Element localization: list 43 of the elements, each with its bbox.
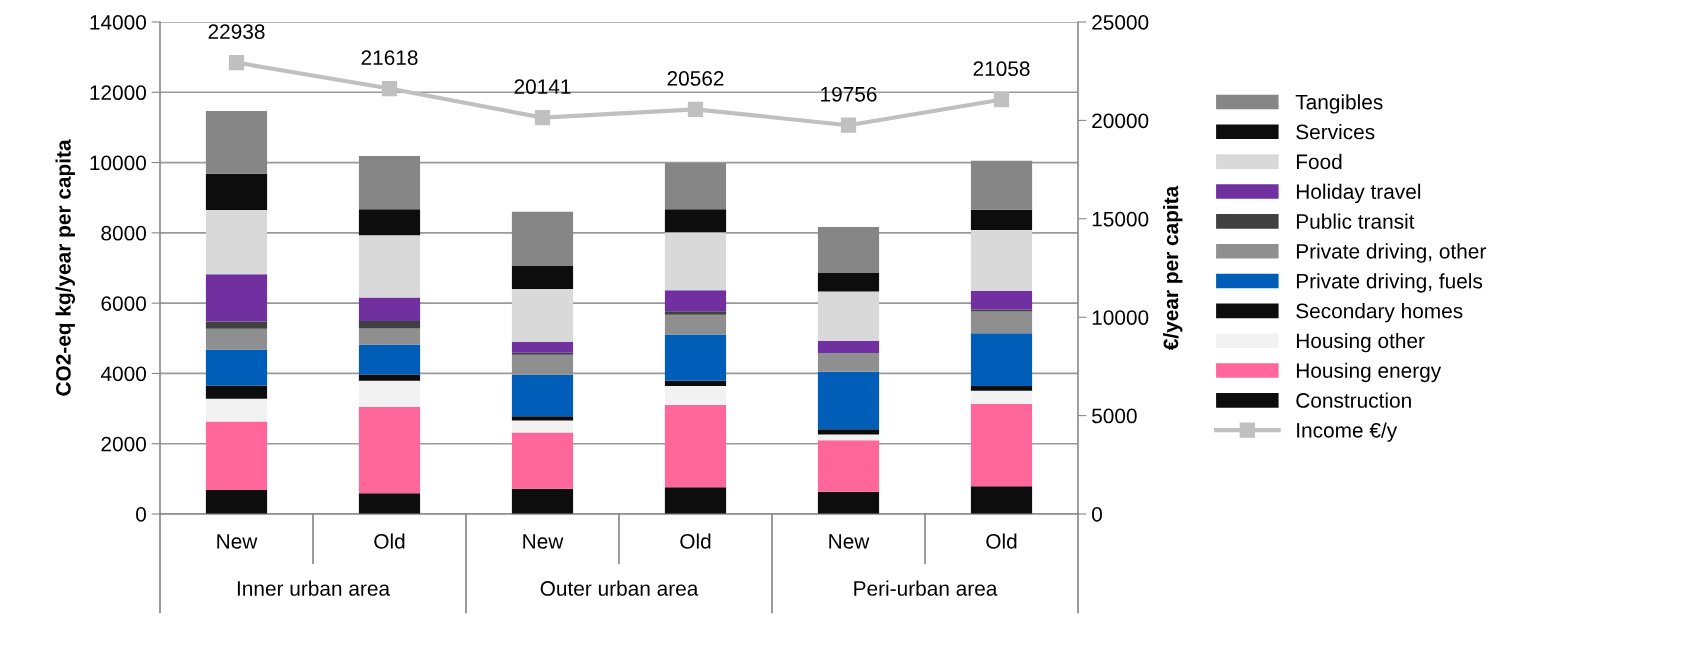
text: Outer urban area	[540, 580, 699, 596]
legend-label: Services	[1296, 124, 1375, 140]
legend-label: Housing energy	[1296, 362, 1442, 383]
y-tick-label: 0	[136, 507, 146, 522]
y2-tick-label: 15000	[1092, 211, 1149, 227]
x-tick-label: New	[829, 534, 870, 549]
y-tick-label: 12000	[90, 85, 146, 101]
y-tick-label: 4000	[100, 366, 146, 382]
legend-label: Housing other	[1296, 332, 1425, 353]
data-label: 19756	[821, 86, 877, 102]
data-label: 22938	[208, 24, 265, 40]
text: Inner urban area	[237, 580, 391, 596]
y-tick-label: 8000	[101, 225, 146, 241]
data-label: 21618	[361, 50, 418, 65]
y2-tick-label: 20000	[1092, 113, 1149, 129]
legend-label: Food	[1296, 153, 1342, 170]
y-tick-label: 10000	[90, 155, 146, 171]
y2-tick-label: 5000	[1092, 408, 1137, 424]
x-tick-label: Old	[680, 533, 711, 549]
legend-label: Private driving, fuels	[1296, 273, 1483, 293]
x-tick-label: Old	[986, 533, 1017, 549]
y2-tick-label: 10000	[1092, 310, 1149, 325]
y-axis-title: CO2-eq kg/year per capita	[55, 139, 75, 396]
legend-label: Construction	[1296, 392, 1411, 408]
data-label: 20562	[667, 71, 724, 86]
x-tick-label: Old	[374, 533, 405, 549]
legend-label: Public transit	[1296, 213, 1415, 229]
legend-label: Secondary homes	[1296, 303, 1463, 323]
y-tick-label: 2000	[101, 436, 146, 452]
y2-tick-label: 25000	[1092, 15, 1149, 30]
x-tick-label: New	[523, 534, 564, 549]
legend-label: Income €/y	[1297, 422, 1398, 442]
legend-label: Holiday travel	[1296, 183, 1421, 204]
data-label: 21058	[973, 61, 1030, 77]
y-tick-label: 14000	[90, 15, 146, 30]
y2-tick-label: 0	[1092, 507, 1102, 522]
text: Peri-urban area	[854, 580, 998, 596]
legend-label: Tangibles	[1295, 94, 1383, 114]
y-tick-label: 6000	[101, 296, 146, 311]
legend-label: Private driving, other	[1296, 243, 1486, 263]
y2-axis-title: €/year per capita	[1163, 185, 1183, 351]
data-label: 20141	[514, 79, 571, 95]
x-tick-label: New	[217, 534, 258, 549]
